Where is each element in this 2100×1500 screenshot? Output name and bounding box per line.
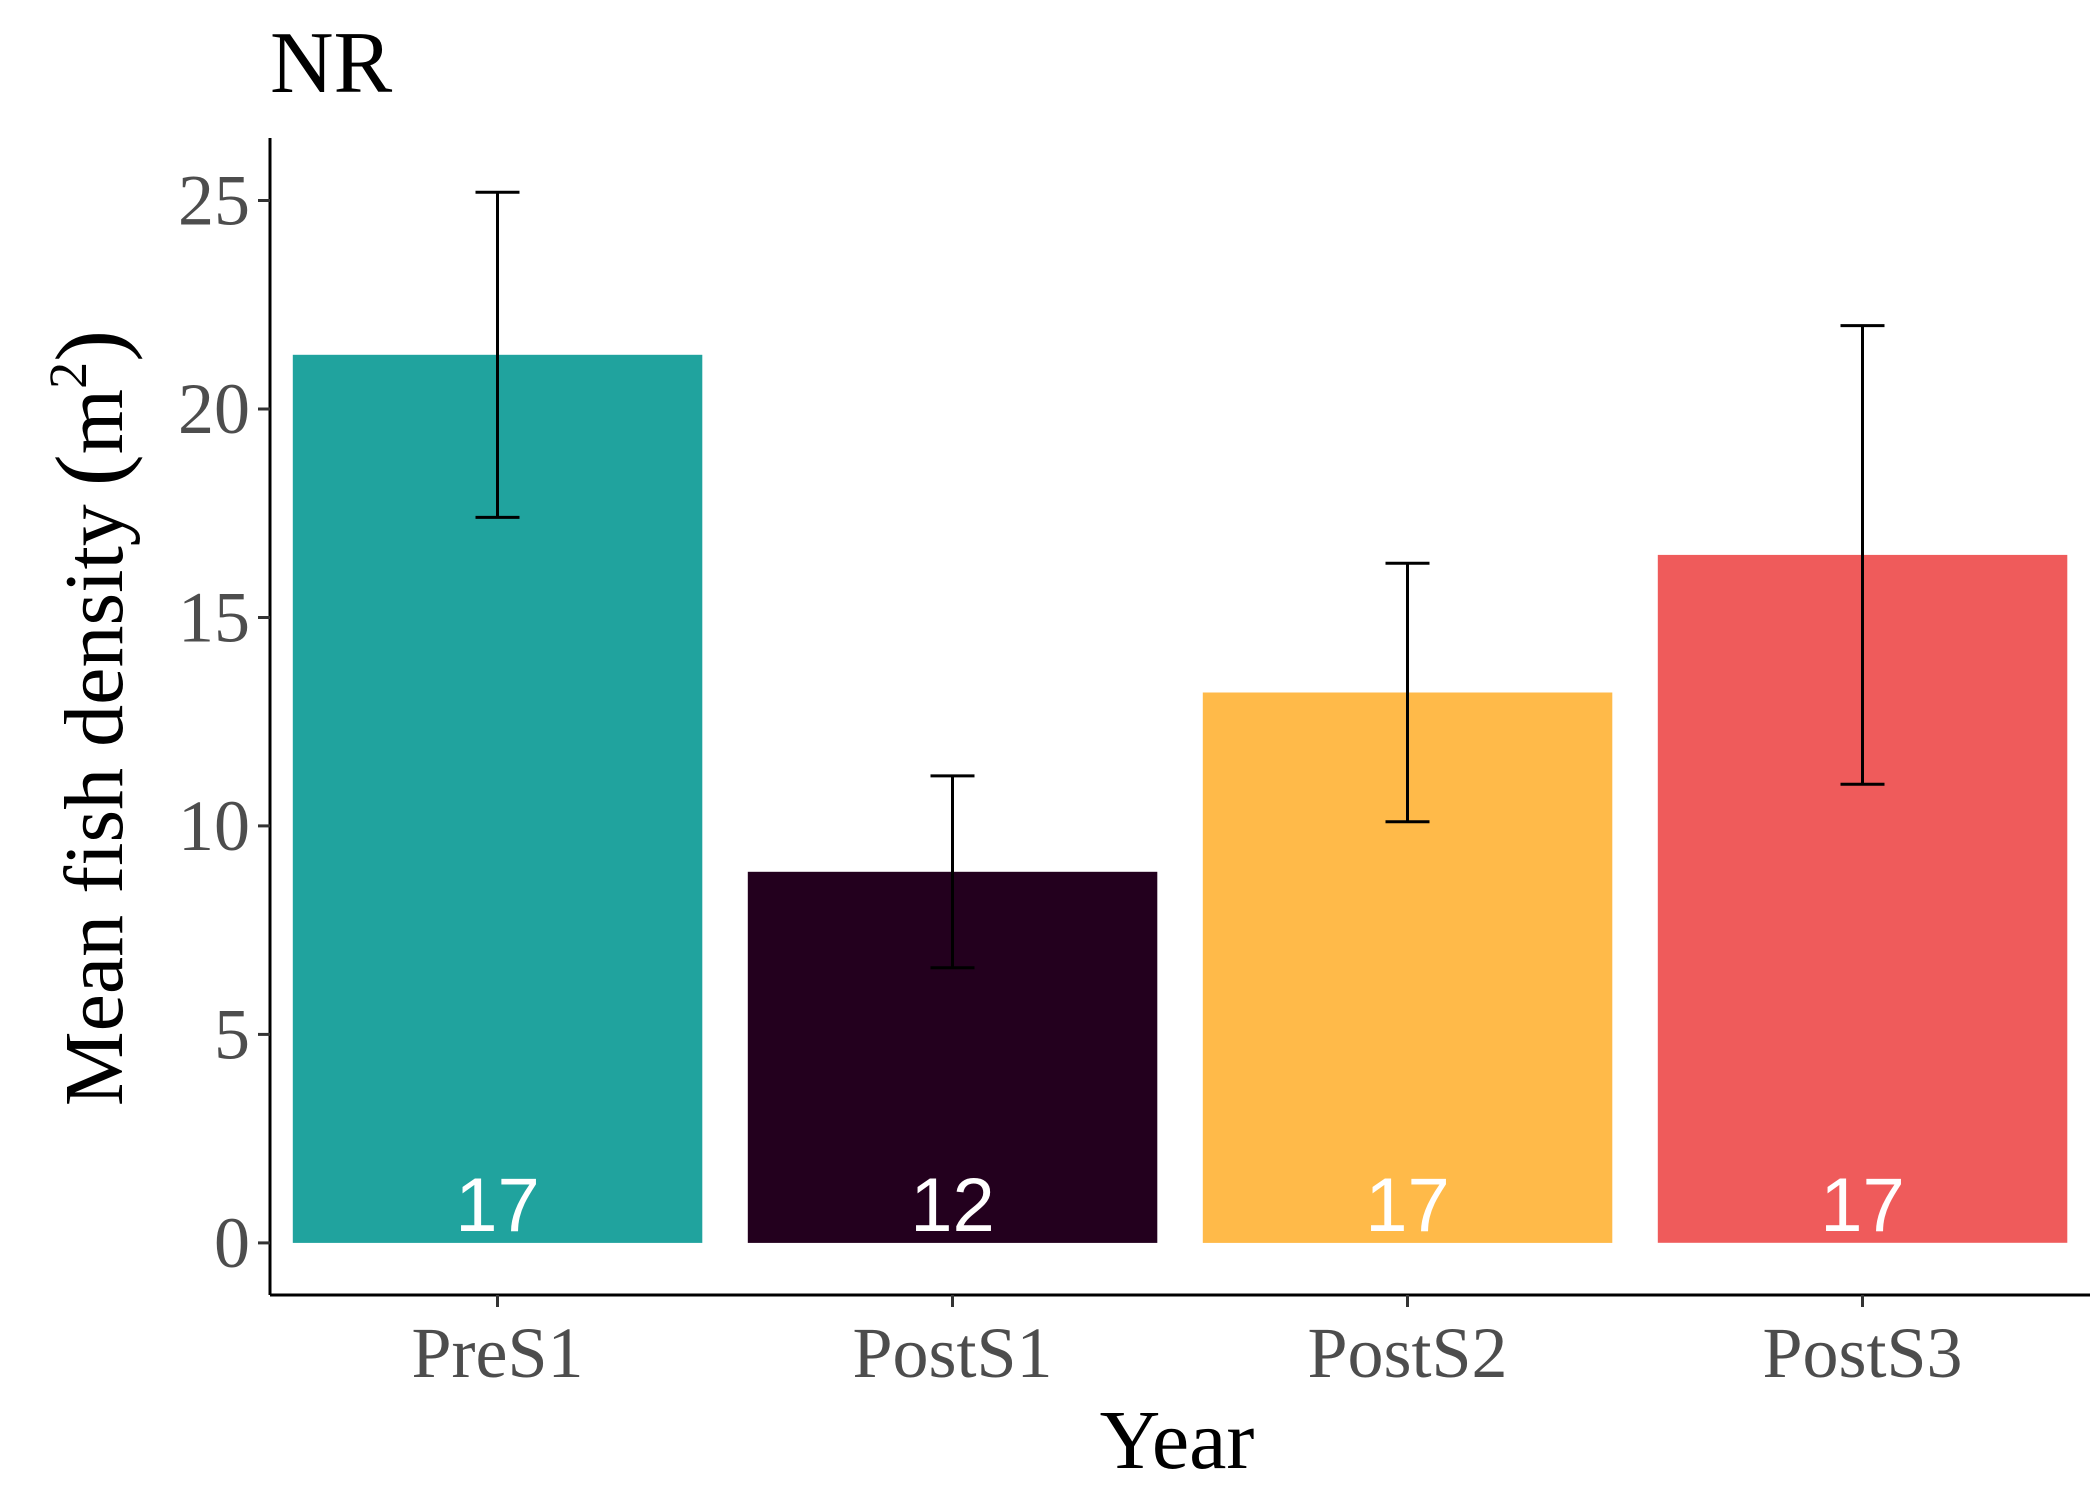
x-tick-label-posts2: PostS2	[1307, 1313, 1507, 1393]
y-tick-label-5: 5	[214, 994, 250, 1074]
svg-text:Mean fish density(m2): Mean fish density(m2)	[36, 330, 143, 1106]
y-tick-label-15: 15	[178, 578, 250, 658]
bar-label-posts1: 12	[910, 1163, 995, 1248]
y-axis-title-main: Mean fish density	[48, 504, 141, 1106]
y-tick-label-0: 0	[214, 1203, 250, 1283]
y-axis-title: Mean fish density(m2)	[36, 330, 143, 1106]
chart-title: NR	[270, 15, 393, 112]
y-axis-unit-exponent: 2	[38, 362, 98, 389]
x-tick-label-pres1: PreS1	[411, 1313, 583, 1393]
bar-label-posts3: 17	[1820, 1163, 1905, 1248]
y-tick-label-25: 25	[178, 161, 250, 241]
x-axis-title: Year	[1100, 1394, 1255, 1487]
x-tick-label-posts1: PostS1	[852, 1313, 1052, 1393]
y-axis-unit: m	[48, 389, 141, 454]
x-tick-label-posts3: PostS3	[1762, 1313, 1962, 1393]
bar-label-posts2: 17	[1365, 1163, 1450, 1248]
plot-area: 17 12 17 17 0 5 10 15 20 25 PreS1 PostS1 PostS2 PostS…	[178, 138, 2090, 1393]
bar-label-pres1: 17	[455, 1163, 540, 1248]
y-tick-label-20: 20	[178, 369, 250, 449]
y-tick-label-10: 10	[178, 786, 250, 866]
